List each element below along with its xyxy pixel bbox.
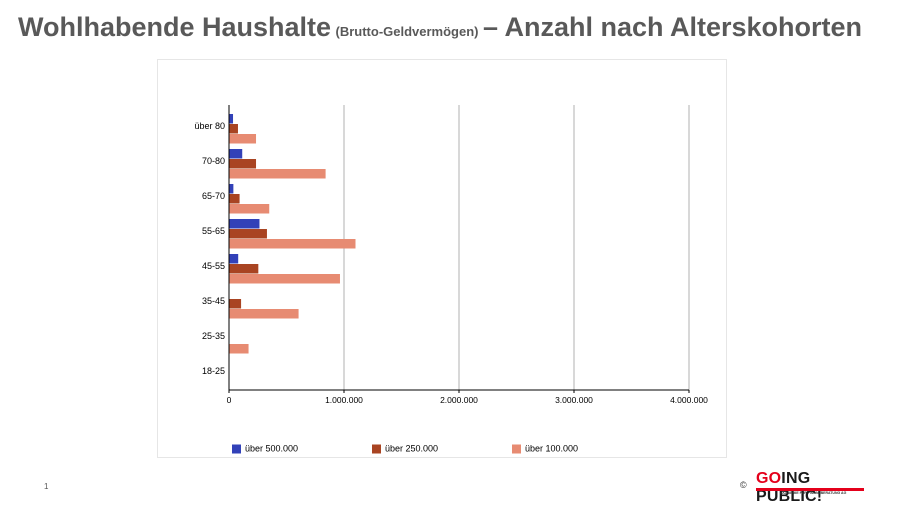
page-number: 1 xyxy=(44,482,49,491)
x-tick-label-4: 4.000.000 xyxy=(670,395,708,405)
x-tick-label-0: 0 xyxy=(227,395,232,405)
category-label-6: 25-35 xyxy=(202,331,225,341)
category-label-4: 45-55 xyxy=(202,261,225,271)
bar-1-5 xyxy=(229,299,242,309)
bar-2-0 xyxy=(229,134,257,144)
category-label-0: über 80 xyxy=(194,121,225,131)
category-label-7: 18-25 xyxy=(202,366,225,376)
bar-0-2 xyxy=(229,184,234,194)
brand-tagline: AKADEMIE FÜR FINANZBERATUNG AG xyxy=(780,491,847,495)
bar-1-4 xyxy=(229,264,259,274)
legend-label-0: über 500.000 xyxy=(245,443,298,453)
x-tick-label-2: 2.000.000 xyxy=(440,395,478,405)
bar-2-4 xyxy=(229,274,340,284)
category-label-2: 65-70 xyxy=(202,191,225,201)
category-label-1: 70-80 xyxy=(202,156,225,166)
bar-1-3 xyxy=(229,229,267,239)
legend-label-2: über 100.000 xyxy=(525,443,578,453)
company-logo: © GOING PUBLIC! AKADEMIE FÜR FINANZBERAT… xyxy=(740,470,870,505)
legend-swatch-1 xyxy=(372,444,381,454)
bar-0-4 xyxy=(229,254,239,264)
chart-frame xyxy=(157,59,727,458)
bar-2-3 xyxy=(229,239,356,249)
legend-swatch-2 xyxy=(512,444,521,454)
copyright-symbol: © xyxy=(740,480,747,490)
category-label-3: 55-65 xyxy=(202,226,225,236)
bar-2-2 xyxy=(229,204,270,214)
bar-2-5 xyxy=(229,309,299,319)
bar-0-0 xyxy=(229,114,234,124)
category-label-5: 35-45 xyxy=(202,296,225,306)
page-title: Wohlhabende Haushalte (Brutto-Geldvermög… xyxy=(18,12,862,43)
x-tick-label-3: 3.000.000 xyxy=(555,395,593,405)
title-main-part2: – Anzahl nach Alterskohorten xyxy=(482,12,863,42)
title-subtitle: (Brutto-Geldvermögen) xyxy=(335,24,479,39)
legend-swatch-0 xyxy=(232,444,241,454)
bar-0-3 xyxy=(229,219,260,229)
bar-1-2 xyxy=(229,194,240,204)
title-main-part1: Wohlhabende Haushalte xyxy=(18,12,332,42)
x-tick-label-1: 1.000.000 xyxy=(325,395,363,405)
bar-2-1 xyxy=(229,169,326,179)
bar-1-0 xyxy=(229,124,238,134)
legend-label-1: über 250.000 xyxy=(385,443,438,453)
brand-underline xyxy=(756,488,864,491)
brand-go: GO xyxy=(756,470,782,487)
bar-0-1 xyxy=(229,149,243,159)
bar-2-6 xyxy=(229,344,249,354)
bar-1-1 xyxy=(229,159,257,169)
